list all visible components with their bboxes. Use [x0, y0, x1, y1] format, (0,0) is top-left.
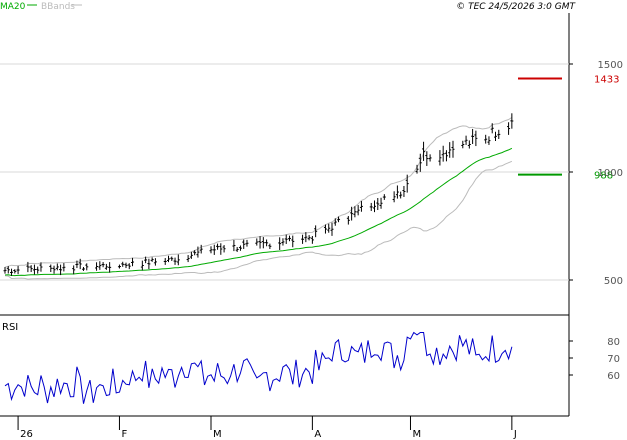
ma20-line	[4, 147, 513, 277]
level-label: 1433	[594, 74, 619, 85]
price-tick-label: 1500	[598, 60, 623, 71]
copyright-text: © TEC 24/5/2026 3:0 GMT	[456, 2, 576, 12]
rsi-panel: RSI 80 70 60	[2, 322, 620, 404]
price-bars	[3, 113, 514, 276]
price-tick-label: 500	[604, 276, 623, 287]
level-markers: 1433 988	[518, 74, 619, 182]
rsi-tick-label: 70	[607, 354, 620, 365]
bband-lower	[4, 160, 513, 280]
time-tick-label: A	[314, 429, 321, 440]
price-axis: 1500 1000 500	[569, 60, 623, 287]
time-tick-label: M	[213, 429, 222, 440]
time-tick-label: 26	[20, 429, 33, 440]
chart-header: MA20 BBands © TEC 24/5/2026 3:0 GMT	[0, 2, 577, 12]
time-tick-label: J	[513, 429, 517, 440]
legend-bbands: BBands	[41, 2, 75, 12]
time-axis: 26 F M A M J	[17, 416, 517, 440]
time-tick-label: F	[121, 429, 127, 440]
price-gridlines	[0, 63, 569, 281]
ma20-layer	[4, 147, 513, 277]
rsi-label: RSI	[2, 322, 18, 333]
panel-frame	[0, 13, 570, 417]
rsi-line	[4, 331, 513, 404]
bband-upper	[4, 116, 513, 268]
price-tick-label: 1000	[598, 168, 623, 179]
legend-ma20: MA20	[0, 2, 26, 12]
bollinger-bands	[4, 116, 513, 280]
level-label: 988	[594, 171, 613, 182]
rsi-tick-label: 60	[607, 371, 620, 382]
time-tick-label: M	[412, 429, 421, 440]
rsi-tick-label: 80	[607, 337, 620, 348]
